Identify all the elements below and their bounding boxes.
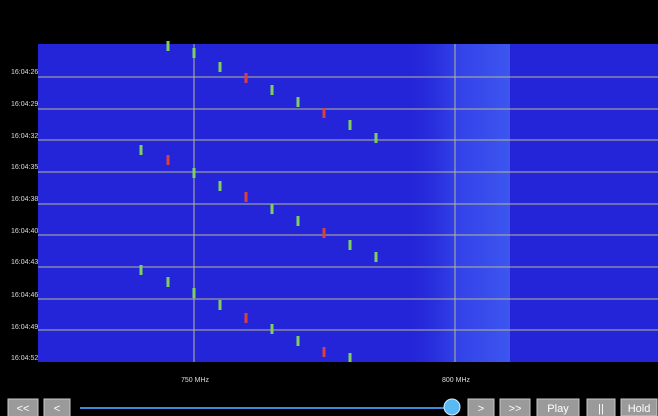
time-label: 16:04:43 xyxy=(11,259,38,266)
button-label[interactable]: Hold xyxy=(628,403,651,415)
time-label: 16:04:32 xyxy=(11,133,38,140)
button[interactable]: > xyxy=(467,398,495,416)
time-label: 16:04:49 xyxy=(11,324,38,331)
slider-knob[interactable] xyxy=(443,398,461,416)
button-label[interactable]: Play xyxy=(547,403,569,415)
time-label: 16:04:29 xyxy=(11,101,38,108)
signal-blip xyxy=(270,324,274,334)
signal-blip xyxy=(296,336,300,346)
waterfall xyxy=(38,44,658,362)
signal-blip xyxy=(322,108,326,118)
time-label: 16:04:26 xyxy=(11,69,38,76)
signal-blip xyxy=(296,97,300,107)
signal-blip xyxy=(192,168,196,178)
signal-blip xyxy=(374,252,378,262)
time-axis: 16:04:26 16:04:29 16:04:32 16:04:35 16:0… xyxy=(11,69,38,362)
button-label[interactable]: << xyxy=(17,403,30,415)
button[interactable]: < xyxy=(43,398,71,416)
button-label[interactable]: > xyxy=(478,403,484,415)
signal-blip xyxy=(192,48,196,58)
signal-blip xyxy=(139,265,143,275)
time-label: 16:04:35 xyxy=(11,164,38,171)
signals xyxy=(139,41,378,362)
freq-label: 750 MHz xyxy=(181,377,210,384)
button-label[interactable]: || xyxy=(598,403,604,415)
signal-blip xyxy=(192,288,196,298)
signal-blip xyxy=(218,300,222,310)
signal-blip xyxy=(244,313,248,323)
signal-blip xyxy=(270,204,274,214)
button[interactable]: >> xyxy=(499,398,531,416)
signal-blip xyxy=(244,192,248,202)
signal-blip xyxy=(348,240,352,250)
time-label: 16:04:52 xyxy=(11,355,38,362)
signal-blip xyxy=(166,155,170,165)
signal-blip xyxy=(348,353,352,362)
freq-label: 800 MHz xyxy=(442,377,471,384)
signal-blip xyxy=(348,120,352,130)
signal-blip xyxy=(139,145,143,155)
time-label: 16:04:46 xyxy=(11,292,38,299)
noise-band xyxy=(408,44,510,362)
time-label: 16:04:40 xyxy=(11,228,38,235)
signal-blip xyxy=(166,277,170,287)
signal-blip xyxy=(374,133,378,143)
signal-blip xyxy=(244,73,248,83)
button[interactable]: Hold xyxy=(620,398,658,416)
signal-blip xyxy=(296,216,300,226)
button-label[interactable]: < xyxy=(54,403,60,415)
button-label[interactable]: >> xyxy=(509,403,522,415)
button[interactable]: << xyxy=(7,398,39,416)
signal-blip xyxy=(322,347,326,357)
signal-blip xyxy=(166,41,170,51)
signal-blip xyxy=(218,62,222,72)
button[interactable]: Play xyxy=(536,398,580,416)
time-label: 16:04:38 xyxy=(11,196,38,203)
signal-blip xyxy=(322,228,326,238)
signal-blip xyxy=(218,181,222,191)
button[interactable]: || xyxy=(586,398,616,416)
signal-blip xyxy=(270,85,274,95)
